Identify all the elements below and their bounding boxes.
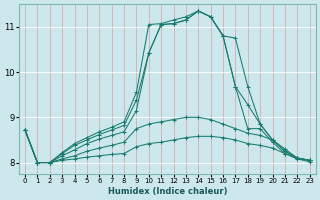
X-axis label: Humidex (Indice chaleur): Humidex (Indice chaleur) xyxy=(108,187,227,196)
